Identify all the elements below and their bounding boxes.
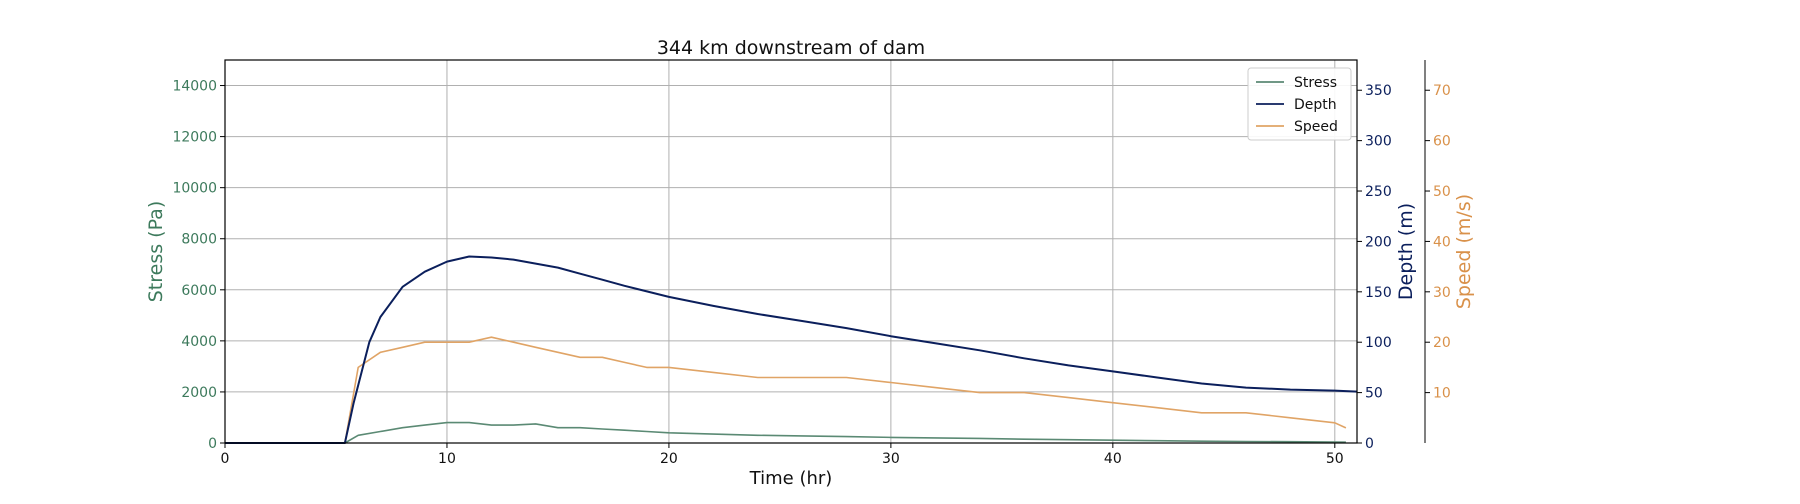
- speed-axis-tick-label: 70: [1433, 83, 1451, 99]
- depth-axis-tick-label: 300: [1365, 134, 1392, 150]
- x-tick-label: 50: [1326, 451, 1344, 467]
- speed-axis-tick-label: 10: [1433, 386, 1451, 402]
- series-line-speed: [225, 336, 1347, 444]
- stress-axis-tick-label: 8000: [181, 232, 217, 248]
- x-tick-label: 40: [1104, 451, 1122, 467]
- depth-axis-tick-label: 100: [1365, 335, 1392, 351]
- chart-title: 344 km downstream of dam: [657, 37, 925, 59]
- legend-label-speed: Speed: [1294, 119, 1338, 135]
- depth-axis-tick-label: 250: [1365, 184, 1392, 200]
- stress-axis-tick-label: 4000: [181, 334, 217, 350]
- plot-frame: [224, 59, 1358, 444]
- stress-axis-tick-label: 0: [208, 436, 217, 452]
- x-axis-label: Time (hr): [749, 468, 833, 489]
- speed-axis-tick-label: 20: [1433, 335, 1451, 351]
- speed-axis-tick-label: 60: [1433, 134, 1451, 150]
- stress-axis-tick-label: 10000: [172, 181, 217, 197]
- x-tick-label: 20: [660, 451, 678, 467]
- depth-axis-tick-label: 0: [1365, 436, 1374, 452]
- stress-axis-label: Stress (Pa): [145, 201, 167, 303]
- speed-axis-tick-label: 50: [1433, 184, 1451, 200]
- x-tick-label: 10: [438, 451, 456, 467]
- axes-layer: 0 10 20 30 40 5002000400060008000100001200014…: [145, 60, 1475, 467]
- speed-axis-tick-label: 40: [1433, 234, 1451, 250]
- legend-box: [1247, 67, 1352, 141]
- x-tick-label: 30: [882, 451, 900, 467]
- series-layer: [225, 255, 1358, 444]
- stress-axis-tick-label: 12000: [172, 130, 217, 146]
- series-line-depth: [225, 255, 1358, 444]
- legend: Stress Depth Speed: [1247, 67, 1352, 141]
- stress-axis-tick-label: 14000: [172, 79, 217, 95]
- series-line-stress: [225, 421, 1346, 444]
- depth-axis-tick-label: 150: [1365, 285, 1392, 301]
- depth-axis-tick-label: 200: [1365, 234, 1392, 250]
- x-tick-label: 0: [221, 451, 230, 467]
- speed-axis-tick-label: 30: [1433, 285, 1451, 301]
- depth-axis-tick-label: 50: [1365, 386, 1383, 402]
- legend-label-stress: Stress: [1294, 75, 1337, 91]
- depth-axis-label: Depth (m): [1395, 203, 1417, 300]
- legend-label-depth: Depth: [1294, 97, 1337, 113]
- stress-axis-tick-label: 2000: [181, 385, 217, 401]
- stress-axis-tick-label: 6000: [181, 283, 217, 299]
- speed-axis-label: Speed (m/s): [1453, 194, 1475, 309]
- depth-axis-tick-label: 350: [1365, 83, 1392, 99]
